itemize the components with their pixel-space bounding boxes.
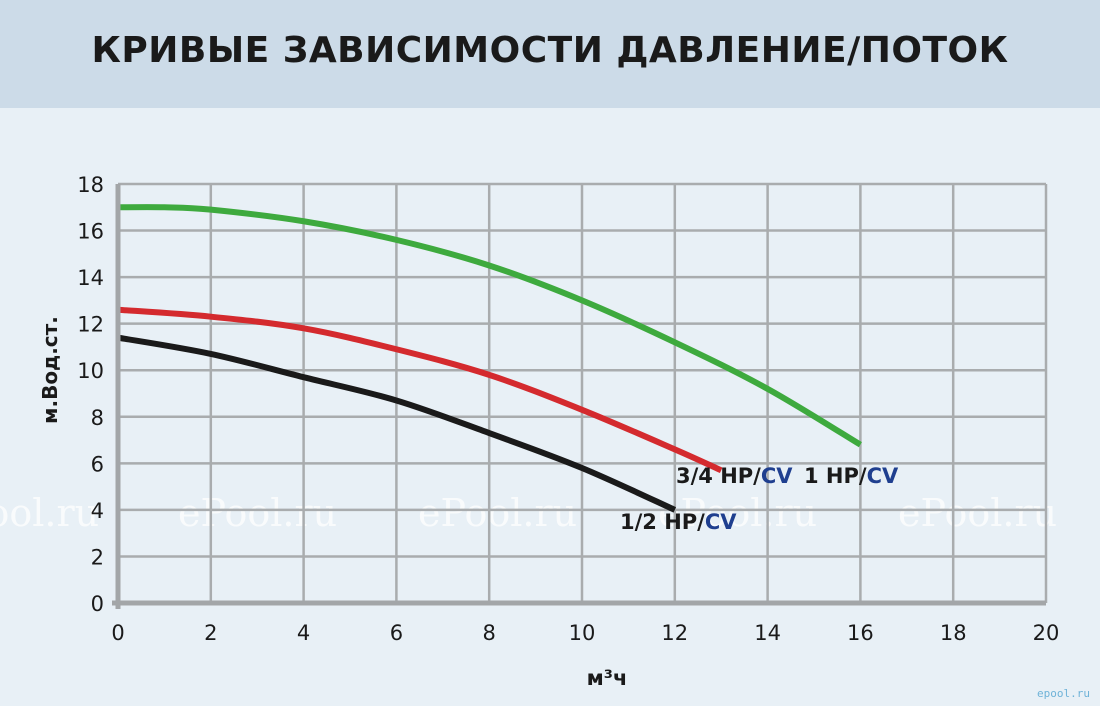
series-line (117, 204, 862, 448)
watermark-text: ePool.ru (418, 491, 577, 535)
y-tick-label: 16 (77, 220, 104, 244)
x-tick-label: 20 (1033, 621, 1060, 645)
series-label-prefix: 1 HP/ (804, 464, 867, 488)
x-tick-label: 2 (204, 621, 217, 645)
chart-plot: ePool.ruePool.ruePool.ruePool.ruePool.ru… (0, 173, 1059, 645)
watermark-text: ePool.ru (898, 491, 1057, 535)
series-line (117, 306, 723, 474)
watermark-text: ePool.ru (0, 491, 99, 535)
y-tick-label: 2 (91, 545, 104, 569)
brand-logo: epool.ru (1037, 687, 1090, 700)
series-label-prefix: 1/2 HP/ (620, 510, 705, 534)
series-label: 3/4 HP/CV (676, 464, 793, 488)
series-label-suffix: CV (867, 464, 899, 488)
y-tick-label: 10 (77, 359, 104, 383)
y-tick-label: 8 (91, 406, 104, 430)
y-tick-label: 6 (91, 452, 104, 476)
chart-title: КРИВЫЕ ЗАВИСИМОСТИ ДАВЛЕНИЕ/ПОТОК (91, 29, 1009, 71)
x-tick-label: 12 (661, 621, 688, 645)
series-label-suffix: CV (761, 464, 793, 488)
x-tick-label: 14 (754, 621, 781, 645)
watermark-layer: ePool.ru ePool.ru ePool.ru ePool.ru ePool.ru (0, 491, 1057, 535)
series-label: 1/2 HP/CV (620, 510, 737, 534)
y-tick-label: 18 (77, 173, 104, 197)
watermark-text: ePool.ru (178, 491, 337, 535)
header-banner: КРИВЫЕ ЗАВИСИМОСТИ ДАВЛЕНИЕ/ПОТОК (0, 0, 1100, 108)
y-tick-label: 4 (91, 499, 104, 523)
watermark-text: ePool.ru (658, 491, 817, 535)
series-line (117, 334, 677, 513)
x-tick-label: 16 (847, 621, 874, 645)
x-tick-label: 8 (483, 621, 496, 645)
x-tick-label: 18 (940, 621, 967, 645)
x-tick-label: 4 (297, 621, 310, 645)
series-label-prefix: 3/4 HP/ (676, 464, 761, 488)
y-axis-label: м.Вод.ст. (38, 316, 62, 424)
series-labels: 1 HP/CV3/4 HP/CV1/2 HP/CV (620, 464, 899, 534)
x-tick-label: 10 (569, 621, 596, 645)
grid (116, 182, 1048, 605)
x-tick-label: 0 (111, 621, 124, 645)
axes: 0 2 4 6 8 10 12 14 16 18 20 0 2 4 6 8 10 12 14 16 18 (77, 173, 1059, 645)
series-lines (117, 204, 862, 513)
series-label-suffix: CV (705, 510, 737, 534)
x-tick-label: 6 (390, 621, 403, 645)
y-tick-label: 12 (77, 313, 104, 337)
series-label: 1 HP/CV (804, 464, 899, 488)
x-axis-label: м³ч (586, 666, 628, 690)
y-tick-label: 14 (77, 266, 104, 290)
y-tick-label: 0 (91, 592, 104, 616)
